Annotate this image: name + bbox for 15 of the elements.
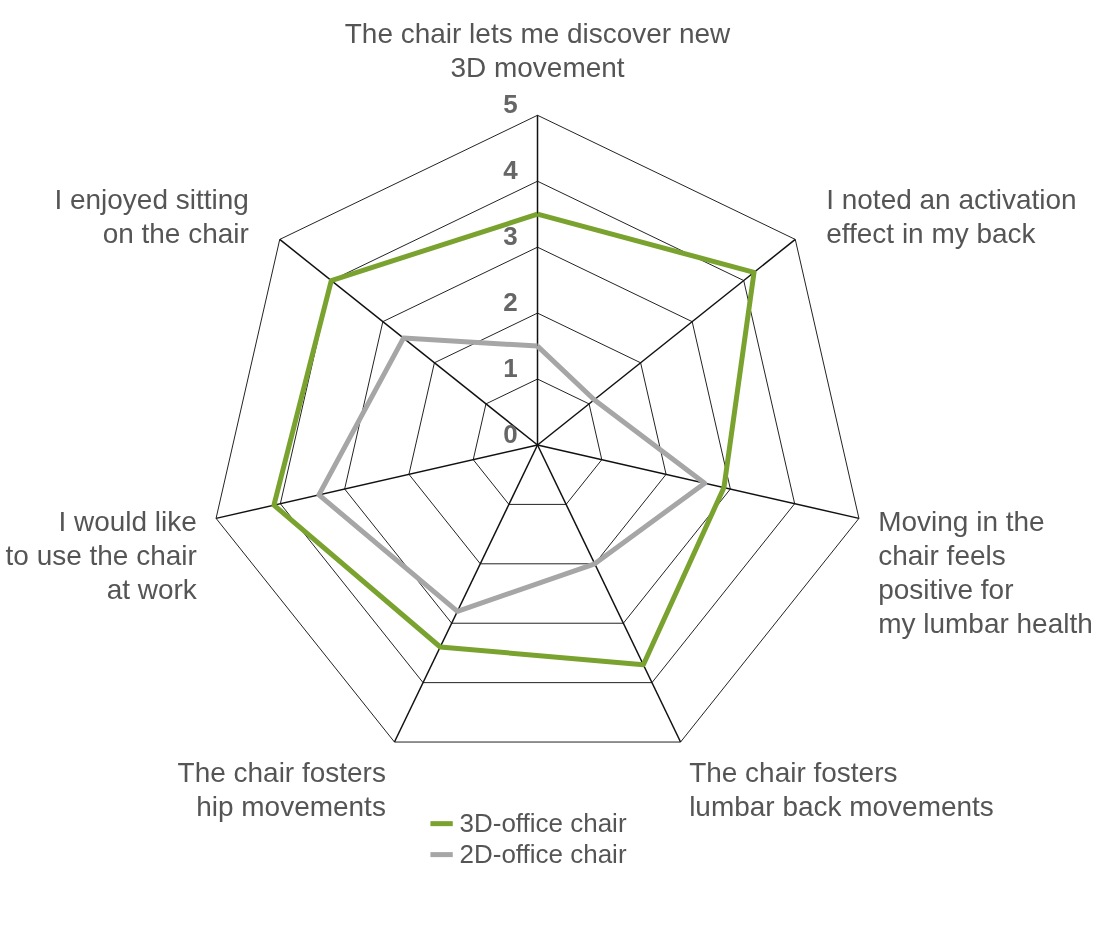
spoke-label: I enjoyed sitting on the chair — [54, 183, 249, 249]
spoke-label: I would like to use the chair at work — [5, 505, 198, 605]
legend-label: 2D-office chair — [459, 838, 627, 869]
y-tick-label: 4 — [503, 155, 519, 186]
spoke-label: The chair fosters lumbar back movements — [689, 756, 994, 822]
y-tick-label: 0 — [503, 418, 518, 449]
spoke-label: Moving in the chair feels positive for my lumbar health — [878, 505, 1093, 639]
legend-label: 3D-office chair — [459, 807, 627, 838]
spoke-label: The chair lets me discover new 3D movement — [344, 18, 732, 84]
spoke-label: The chair fosters hip movements — [177, 756, 386, 822]
y-tick-label: 1 — [503, 353, 518, 384]
y-tick-label: 3 — [503, 221, 518, 252]
spoke-label: I noted an activation effect in my back — [826, 183, 1077, 249]
y-tick-label: 2 — [503, 287, 518, 318]
y-tick-label: 5 — [503, 89, 518, 120]
